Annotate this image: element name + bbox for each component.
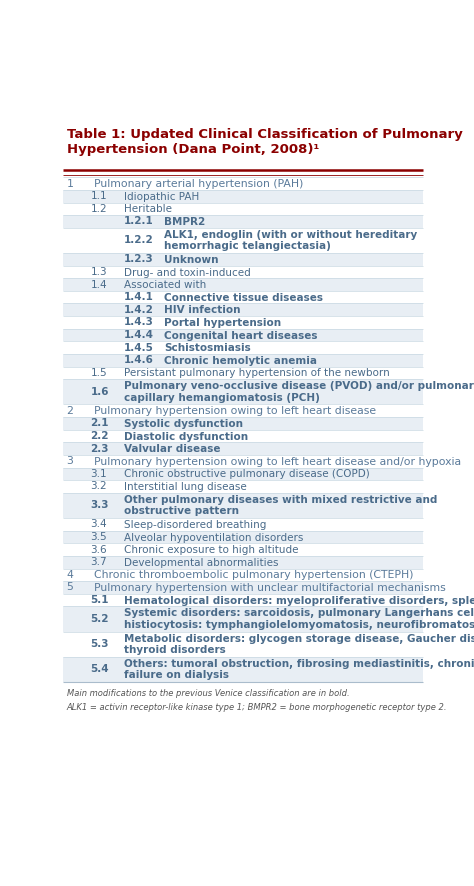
Text: Chronic obstructive pulmonary disease (COPD): Chronic obstructive pulmonary disease (C…: [124, 470, 369, 479]
Text: Other pulmonary diseases with mixed restrictive and
obstructive pattern: Other pulmonary diseases with mixed rest…: [124, 494, 437, 517]
Bar: [63, 329, 423, 341]
Text: 2.2: 2.2: [91, 431, 109, 441]
Bar: [63, 556, 423, 569]
Text: Sleep-disordered breathing: Sleep-disordered breathing: [124, 520, 266, 530]
Bar: [63, 606, 423, 632]
Text: Systemic disorders: sarcoidosis, pulmonary Langerhans cell
histiocytosis: tympha: Systemic disorders: sarcoidosis, pulmona…: [124, 609, 474, 630]
Bar: [63, 354, 423, 367]
Text: Others: tumoral obstruction, fibrosing mediastinitis, chronic renal
failure on d: Others: tumoral obstruction, fibrosing m…: [124, 659, 474, 680]
Text: 1.4.5: 1.4.5: [124, 343, 154, 353]
Text: 1.4.4: 1.4.4: [124, 330, 154, 340]
Text: Alveolar hypoventilation disorders: Alveolar hypoventilation disorders: [124, 532, 303, 542]
Text: 2.1: 2.1: [91, 418, 109, 429]
Text: 3: 3: [66, 456, 73, 466]
Text: 1: 1: [66, 179, 73, 189]
Bar: [63, 215, 423, 228]
Text: 2: 2: [66, 406, 73, 416]
Text: Congenital heart diseases: Congenital heart diseases: [164, 330, 318, 340]
Bar: [63, 190, 423, 203]
Bar: [63, 493, 423, 518]
Text: Chronic hemolytic anemia: Chronic hemolytic anemia: [164, 356, 317, 366]
Text: 5: 5: [66, 582, 73, 593]
Text: 1.4.1: 1.4.1: [124, 292, 154, 302]
Text: 3.1: 3.1: [91, 469, 107, 478]
Text: 5.1: 5.1: [91, 595, 109, 605]
Text: 1.4.3: 1.4.3: [124, 317, 154, 328]
Text: ALK1, endoglin (with or without hereditary
hemorrhagic telangiectasia): ALK1, endoglin (with or without heredita…: [164, 229, 417, 252]
Bar: [63, 531, 423, 543]
Bar: [63, 442, 423, 455]
Text: 1.2.3: 1.2.3: [124, 254, 153, 264]
Text: Portal hypertension: Portal hypertension: [164, 318, 281, 328]
Text: BMPR2: BMPR2: [164, 217, 205, 227]
Text: 3.2: 3.2: [91, 481, 107, 492]
Text: Associated with: Associated with: [124, 280, 206, 290]
Text: Connective tissue diseases: Connective tissue diseases: [164, 292, 323, 303]
Text: 5.2: 5.2: [91, 614, 109, 624]
Text: 1.3: 1.3: [91, 267, 107, 277]
Text: 1.4: 1.4: [91, 280, 107, 290]
Text: Unknown: Unknown: [164, 255, 219, 265]
Text: 1.5: 1.5: [91, 368, 107, 378]
Text: 1.1: 1.1: [91, 191, 107, 201]
Bar: [63, 304, 423, 316]
Text: Pulmonary hypertension owing to left heart disease and/or hypoxia: Pulmonary hypertension owing to left hea…: [94, 457, 461, 467]
Text: Metabolic disorders: glycogen storage disease, Gaucher disease,
thyroid disorder: Metabolic disorders: glycogen storage di…: [124, 633, 474, 655]
Text: Persistant pulmonary hypertension of the newborn: Persistant pulmonary hypertension of the…: [124, 369, 389, 378]
Text: Systolic dysfunction: Systolic dysfunction: [124, 419, 243, 429]
Text: 1.4.2: 1.4.2: [124, 305, 154, 315]
Text: Main modifications to the previous Venice classification are in bold.: Main modifications to the previous Venic…: [66, 689, 349, 698]
Text: Idiopathic PAH: Idiopathic PAH: [124, 191, 199, 202]
Text: Hematological disorders: myeloproliferative disorders, splenectomy: Hematological disorders: myeloproliferat…: [124, 595, 474, 606]
Text: Pulmonary arterial hypertension (PAH): Pulmonary arterial hypertension (PAH): [94, 179, 303, 190]
Bar: [63, 278, 423, 291]
Bar: [63, 417, 423, 430]
Text: 4: 4: [66, 570, 73, 579]
Text: Diastolic dysfunction: Diastolic dysfunction: [124, 431, 247, 441]
Text: 1.2.1: 1.2.1: [124, 216, 153, 227]
Text: Pulmonary hypertension owing to left heart disease: Pulmonary hypertension owing to left hea…: [94, 407, 376, 416]
Text: 1.6: 1.6: [91, 387, 109, 397]
Text: HIV infection: HIV infection: [164, 306, 240, 315]
Text: 3.5: 3.5: [91, 532, 107, 542]
Text: 3.3: 3.3: [91, 501, 109, 510]
Bar: [63, 657, 423, 682]
Text: Table 1: Updated Clinical Classification of Pulmonary
Hypertension (Dana Point, : Table 1: Updated Clinical Classification…: [66, 128, 462, 156]
Bar: [63, 379, 423, 404]
Text: Drug- and toxin-induced: Drug- and toxin-induced: [124, 268, 250, 277]
Text: 3.7: 3.7: [91, 557, 107, 567]
Text: Heritable: Heritable: [124, 205, 172, 214]
Text: Pulmonary veno-occlusive disease (PVOD) and/or pulmonary
capillary hemangiomatos: Pulmonary veno-occlusive disease (PVOD) …: [124, 381, 474, 403]
Bar: [63, 581, 423, 594]
Text: 3.6: 3.6: [91, 545, 107, 555]
Text: Pulmonary hypertension with unclear multifactorial mechanisms: Pulmonary hypertension with unclear mult…: [94, 583, 446, 593]
Bar: [63, 468, 423, 480]
Text: Chronic exposure to high altitude: Chronic exposure to high altitude: [124, 545, 298, 556]
Text: Developmental abnormalities: Developmental abnormalities: [124, 558, 278, 568]
Bar: [63, 253, 423, 266]
Text: 5.3: 5.3: [91, 640, 109, 649]
Text: 1.2.2: 1.2.2: [124, 236, 153, 245]
Text: 1.2: 1.2: [91, 204, 107, 214]
Text: 5.4: 5.4: [91, 664, 109, 674]
Text: Interstitial lung disease: Interstitial lung disease: [124, 482, 246, 492]
Text: 1.4.6: 1.4.6: [124, 355, 154, 365]
Text: ALK1 = activin receptor-like kinase type 1; BMPR2 = bone morphogenetic receptor : ALK1 = activin receptor-like kinase type…: [66, 703, 447, 711]
Text: Schistosmiasis: Schistosmiasis: [164, 343, 251, 354]
Text: Valvular disease: Valvular disease: [124, 444, 220, 455]
Text: 2.3: 2.3: [91, 444, 109, 454]
Text: 3.4: 3.4: [91, 519, 107, 529]
Text: Chronic thromboembolic pulmonary hypertension (CTEPH): Chronic thromboembolic pulmonary hyperte…: [94, 571, 414, 580]
